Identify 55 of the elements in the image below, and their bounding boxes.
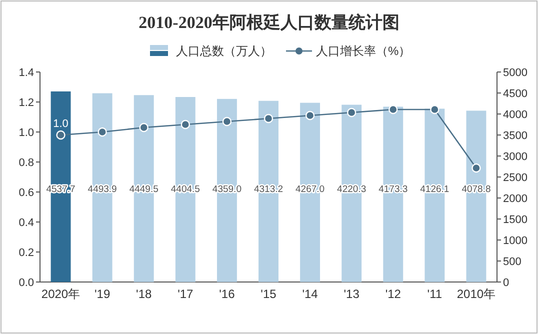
x-tick-label: '15	[260, 287, 277, 301]
x-tick-label: '19	[94, 287, 110, 301]
y2-tick-label: 500	[503, 256, 522, 268]
point	[430, 104, 440, 114]
data-label: 4267.0	[296, 184, 325, 195]
data-label: 4493.9	[88, 184, 117, 195]
legend-label: 人口增长率（%）	[316, 44, 411, 58]
y2-tick-label: 4500	[503, 88, 528, 100]
x-tick-label: '12	[385, 287, 402, 301]
y2-tick-label: 3000	[503, 151, 528, 163]
y-tick-label: 0.4	[18, 217, 34, 229]
point	[388, 104, 398, 114]
y-tick-label: 0.6	[18, 187, 34, 199]
data-label: 4449.5	[129, 184, 158, 195]
y-tick-label: 1.2	[18, 97, 34, 109]
y-tick-label: 0.0	[18, 277, 34, 289]
point	[222, 116, 232, 126]
y2-tick-label: 1000	[503, 235, 528, 247]
x-tick-label: '18	[136, 287, 152, 301]
data-label: 1.0	[53, 118, 68, 130]
point	[264, 114, 274, 124]
data-label: 4173.3	[378, 184, 408, 195]
y-tick-label: 0.8	[18, 157, 34, 169]
y-tick-label: 1.4	[18, 67, 34, 79]
y2-tick-label: 1500	[503, 214, 528, 226]
y-tick-label: 0.2	[18, 247, 34, 259]
y2-tick-label: 2500	[503, 172, 528, 184]
point	[472, 163, 481, 173]
x-tick-label: '11	[427, 287, 442, 301]
point	[305, 110, 315, 120]
x-tick-label: 2010年	[456, 287, 496, 301]
x-tick-label: '13	[344, 287, 360, 301]
chart-title: 2010-2020年阿根廷人口数量统计图	[138, 13, 400, 32]
y2-tick-label: 3500	[503, 130, 528, 142]
y2-tick-label: 5000	[503, 67, 528, 79]
point	[346, 108, 356, 118]
point	[56, 130, 66, 140]
data-label: 4126.1	[420, 184, 450, 195]
x-tick-label: '16	[219, 287, 236, 301]
x-tick-label: 2020年	[41, 287, 80, 301]
data-label: 4404.5	[170, 184, 200, 195]
data-label: 4078.8	[462, 184, 491, 195]
y-tick-label: 1.0	[18, 127, 34, 139]
point	[139, 122, 148, 132]
legend-label: 人口总数（万人）	[176, 44, 272, 58]
x-tick-label: '14	[302, 287, 318, 301]
data-label: 4359.0	[212, 184, 242, 195]
y2-tick-label: 2000	[503, 193, 528, 205]
point	[180, 120, 190, 130]
x-tick-label: '17	[178, 287, 194, 301]
y2-tick-label: 4000	[503, 109, 528, 121]
data-label: 4220.3	[337, 184, 366, 195]
data-label: 4313.2	[254, 184, 284, 195]
point	[98, 127, 107, 137]
y2-tick-label: 0	[503, 277, 510, 289]
